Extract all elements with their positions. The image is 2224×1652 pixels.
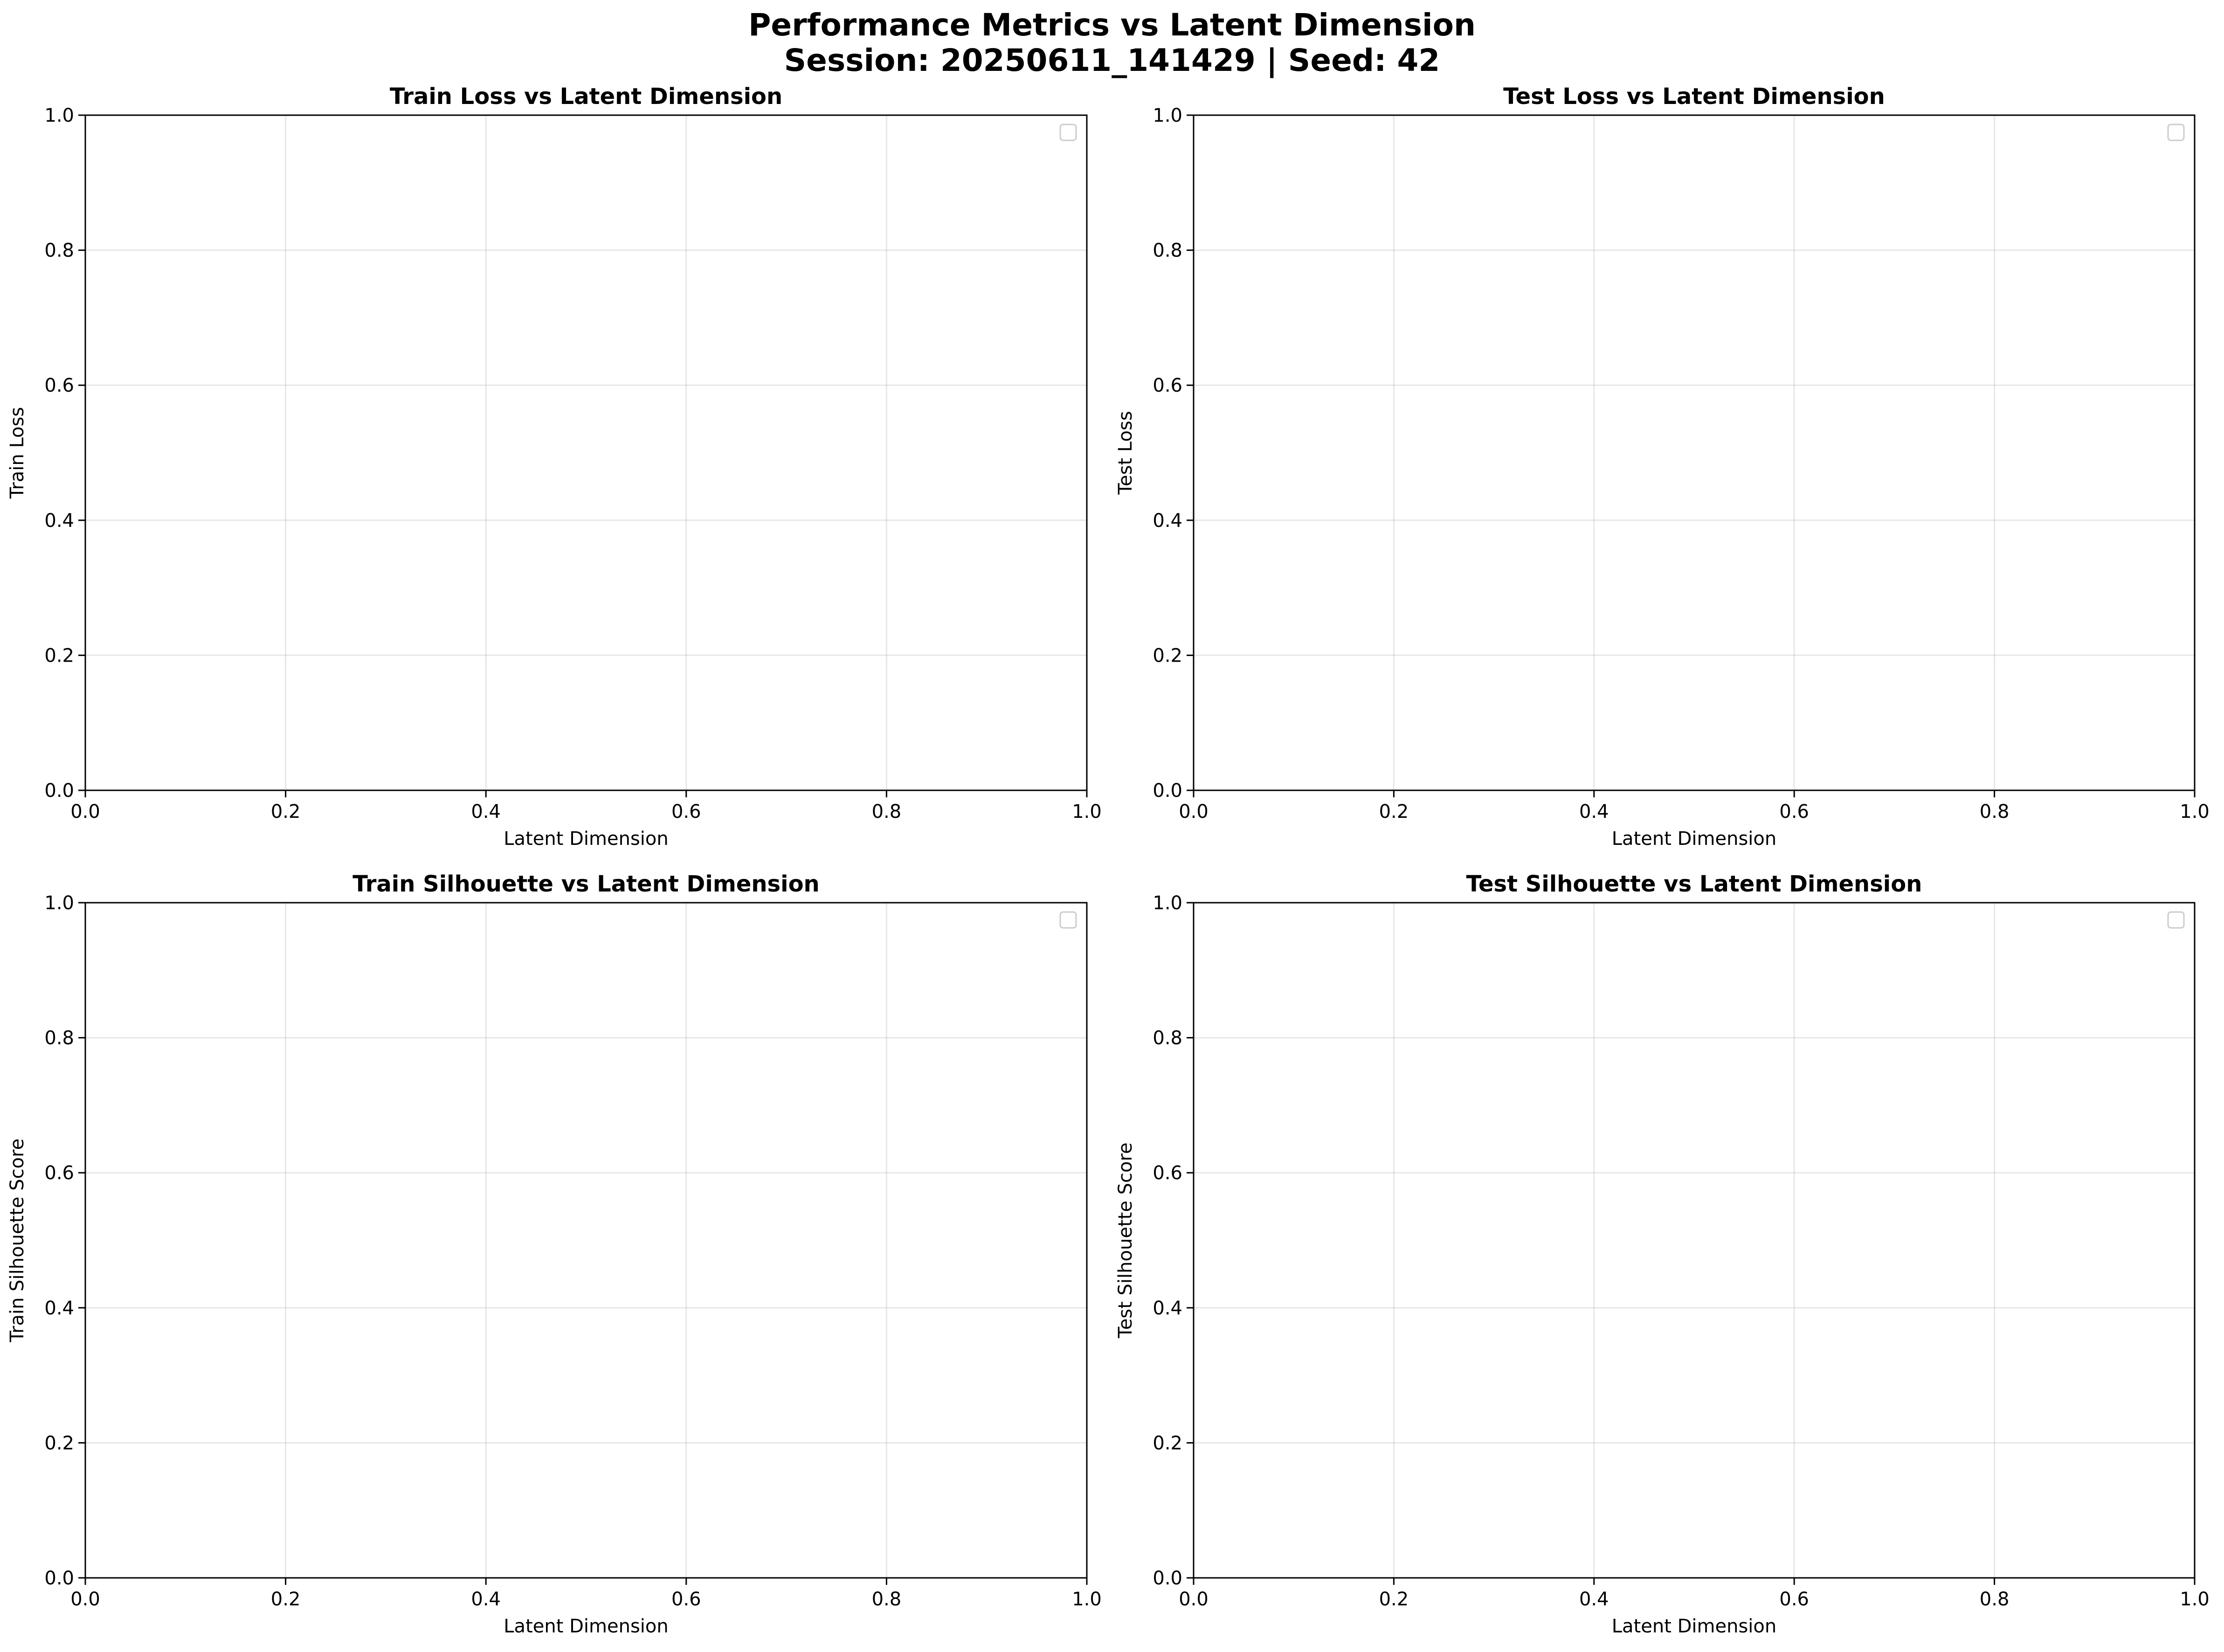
x-tick-label: 0.2	[271, 1589, 301, 1610]
x-tick-label: 0.0	[70, 1589, 100, 1610]
y-tick-label: 0.2	[1153, 645, 1182, 666]
x-tick-label: 0.4	[1579, 1589, 1609, 1610]
x-tick-label: 0.2	[1379, 1589, 1409, 1610]
legend-box	[1059, 911, 1077, 929]
figure-title-line2: Session: 20250611_141429 | Seed: 42	[784, 42, 1440, 79]
y-axis-label: Test Silhouette Score	[1115, 1142, 1136, 1339]
plot-area	[1194, 903, 2195, 1578]
x-axis-label: Latent Dimension	[1612, 828, 1776, 850]
y-tick-label: 0.6	[1153, 375, 1182, 396]
y-tick-label: 0.4	[1153, 1298, 1182, 1319]
subplot-title: Train Silhouette vs Latent Dimension	[352, 871, 819, 897]
x-tick-label: 0.0	[70, 801, 100, 823]
y-tick-label: 1.0	[44, 105, 74, 126]
y-axis-ticks: 0.0 0.2 0.4 0.6 0.8 1.0	[1153, 105, 1194, 802]
x-tick-label: 1.0	[2180, 801, 2210, 823]
x-tick-label: 1.0	[2180, 1589, 2210, 1610]
y-tick-label: 0.0	[1153, 780, 1182, 802]
y-tick-label: 0.6	[44, 1162, 74, 1184]
figure-title-line1: Performance Metrics vs Latent Dimension	[748, 7, 1476, 43]
x-tick-label: 0.2	[1379, 801, 1409, 823]
y-tick-label: 0.4	[1153, 510, 1182, 532]
subplot-grid: 0.0 0.2 0.4 0.6 0.8 1.0 0.0 0.2 0.4 0.6 0.8 1.0 Trai…	[7, 83, 2210, 1637]
x-axis-ticks: 0.0 0.2 0.4 0.6 0.8 1.0	[70, 1578, 1102, 1610]
x-axis-label: Latent Dimension	[1612, 1616, 1776, 1637]
y-axis-ticks: 0.0 0.2 0.4 0.6 0.8 1.0	[44, 892, 85, 1589]
subplot-test-silhouette: 0.0 0.2 0.4 0.6 0.8 1.0 0.0 0.2 0.4 0.6 0.8 1.0 Test…	[1115, 871, 2210, 1637]
x-tick-label: 0.4	[1579, 801, 1609, 823]
subplot-title: Train Loss vs Latent Dimension	[390, 83, 782, 110]
x-tick-label: 0.6	[1779, 801, 1809, 823]
x-axis-ticks: 0.0 0.2 0.4 0.6 0.8 1.0	[1179, 790, 2210, 823]
x-tick-label: 0.6	[671, 801, 701, 823]
y-axis-label: Train Silhouette Score	[7, 1139, 28, 1343]
y-tick-label: 0.6	[1153, 1162, 1182, 1184]
y-tick-label: 0.8	[1153, 1028, 1182, 1049]
x-axis-label: Latent Dimension	[504, 1616, 668, 1637]
x-tick-label: 0.6	[1779, 1589, 1809, 1610]
axes-frame	[84, 902, 1088, 1579]
y-tick-label: 0.8	[1153, 240, 1182, 262]
x-tick-label: 0.8	[1980, 1589, 2010, 1610]
subplot-train-loss: 0.0 0.2 0.4 0.6 0.8 1.0 0.0 0.2 0.4 0.6 0.8 1.0 Trai…	[7, 83, 1102, 850]
y-tick-label: 0.2	[44, 645, 74, 666]
plot-area	[1194, 115, 2195, 790]
x-tick-label: 0.2	[271, 801, 301, 823]
x-axis-ticks: 0.0 0.2 0.4 0.6 0.8 1.0	[70, 790, 1102, 823]
y-tick-label: 1.0	[1153, 105, 1182, 126]
y-axis-label: Test Loss	[1115, 411, 1136, 495]
y-axis-ticks: 0.0 0.2 0.4 0.6 0.8 1.0	[44, 105, 85, 802]
y-tick-label: 1.0	[1153, 892, 1182, 914]
x-axis-label: Latent Dimension	[504, 828, 668, 850]
x-tick-label: 0.0	[1179, 1589, 1209, 1610]
subplot-train-silhouette: 0.0 0.2 0.4 0.6 0.8 1.0 0.0 0.2 0.4 0.6 0.8 1.0 Trai…	[7, 871, 1102, 1637]
x-tick-label: 1.0	[1072, 1589, 1102, 1610]
x-tick-label: 1.0	[1072, 801, 1102, 823]
plot-area	[85, 903, 1087, 1578]
y-axis-label: Train Loss	[7, 407, 28, 499]
x-tick-label: 0.8	[872, 801, 902, 823]
y-tick-label: 0.6	[44, 375, 74, 396]
y-tick-label: 0.0	[44, 780, 74, 802]
x-tick-label: 0.4	[471, 801, 501, 823]
y-tick-label: 0.4	[44, 510, 74, 532]
subplot-test-loss: 0.0 0.2 0.4 0.6 0.8 1.0 0.0 0.2 0.4 0.6 0.8 1.0 Test…	[1115, 83, 2210, 850]
y-tick-label: 0.0	[1153, 1568, 1182, 1589]
legend-box	[2167, 911, 2185, 929]
subplot-title: Test Loss vs Latent Dimension	[1503, 83, 1885, 110]
y-tick-label: 0.2	[1153, 1432, 1182, 1454]
x-tick-label: 0.4	[471, 1589, 501, 1610]
plot-area	[85, 115, 1087, 790]
y-tick-label: 1.0	[44, 892, 74, 914]
axes-frame	[1193, 902, 2196, 1579]
axes-frame	[1193, 114, 2196, 791]
x-axis-ticks: 0.0 0.2 0.4 0.6 0.8 1.0	[1179, 1578, 2210, 1610]
axes-frame	[84, 114, 1088, 791]
legend-box	[2167, 124, 2185, 141]
y-tick-label: 0.4	[44, 1298, 74, 1319]
y-tick-label: 0.8	[44, 1028, 74, 1049]
y-tick-label: 0.0	[44, 1568, 74, 1589]
subplot-title: Test Silhouette vs Latent Dimension	[1466, 871, 1922, 897]
x-tick-label: 0.0	[1179, 801, 1209, 823]
x-tick-label: 0.6	[671, 1589, 701, 1610]
y-axis-ticks: 0.0 0.2 0.4 0.6 0.8 1.0	[1153, 892, 1194, 1589]
legend-box	[1059, 124, 1077, 141]
y-tick-label: 0.8	[44, 240, 74, 262]
x-tick-label: 0.8	[872, 1589, 902, 1610]
y-tick-label: 0.2	[44, 1432, 74, 1454]
x-tick-label: 0.8	[1980, 801, 2010, 823]
